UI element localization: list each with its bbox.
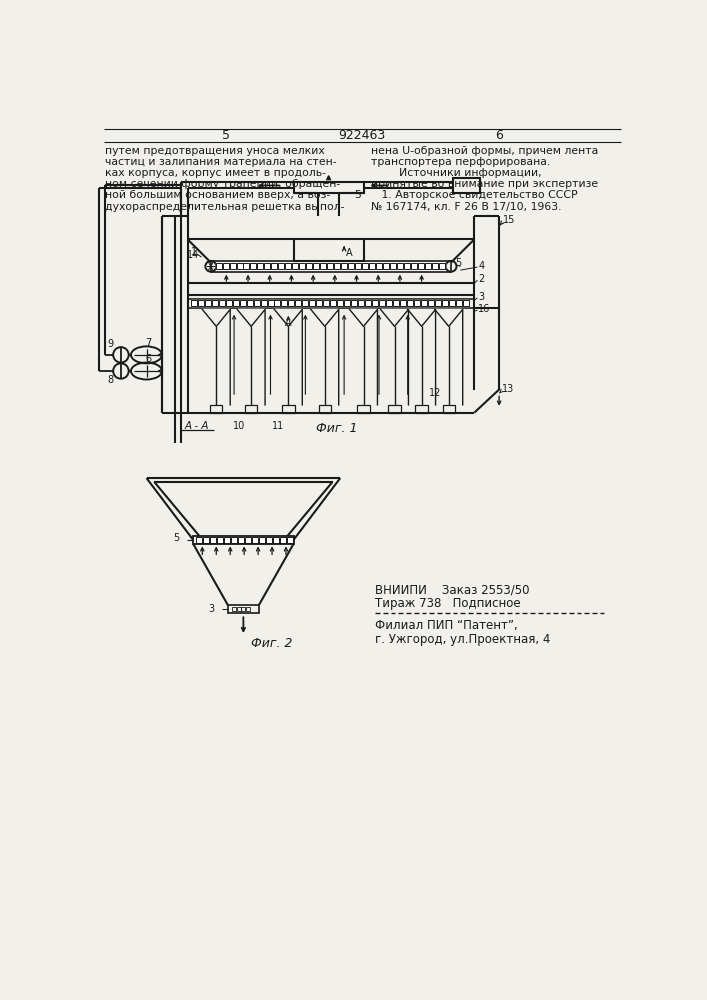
Text: Филиал ПИП “Патент”,: Филиал ПИП “Патент”, [375,619,518,632]
Text: 16: 16 [478,304,491,314]
Polygon shape [274,309,303,326]
Polygon shape [237,309,265,326]
Text: 5: 5 [221,129,230,142]
Text: Фиг. 2: Фиг. 2 [251,637,293,650]
Bar [293,239,363,261]
Polygon shape [435,309,462,326]
Text: 15: 15 [503,215,515,225]
Text: 6: 6 [495,129,503,142]
Text: 3: 3 [209,604,215,614]
Bar [211,261,451,272]
Bar [193,536,293,544]
Text: транспортера перфорирована.: транспортера перфорирована. [371,157,551,167]
Text: путем предотвращения уноса мелких: путем предотвращения уноса мелких [105,146,325,156]
Text: г. Ужгород, ул.Проектная, 4: г. Ужгород, ул.Проектная, 4 [375,633,551,646]
Bar [210,405,223,413]
Bar [293,182,363,193]
Bar [245,405,257,413]
Text: 2: 2 [478,274,484,284]
Text: А - А: А - А [185,421,209,431]
Text: 9: 9 [107,339,113,349]
Text: 5: 5 [173,533,179,543]
Bar [282,405,295,413]
Text: нена U-образной формы, причем лента: нена U-образной формы, причем лента [371,146,599,156]
Bar [319,405,331,413]
Text: ном сечении форму трапеции, обращен-: ном сечении форму трапеции, обращен- [105,179,341,189]
Text: 8: 8 [107,375,113,385]
Text: 3: 3 [478,292,484,302]
Text: духораспределительная решетка выпол-: духораспределительная решетка выпол- [105,202,345,212]
Text: 12: 12 [429,388,442,398]
Text: № 167174, кл. F 26 В 17/10, 1963.: № 167174, кл. F 26 В 17/10, 1963. [371,202,562,212]
Bar [452,178,480,193]
Text: 14: 14 [187,250,199,260]
Text: 922463: 922463 [339,129,385,142]
Text: 11: 11 [272,421,284,431]
Text: Тираж 738   Подписное: Тираж 738 Подписное [375,597,521,610]
Text: ной большим основанием вверх, а воз-: ной большим основанием вверх, а воз- [105,190,331,200]
Text: Источники информации,: Источники информации, [371,168,542,178]
Text: 13: 13 [502,384,515,394]
Text: 4: 4 [478,261,484,271]
Bar [443,405,455,413]
Text: 1. Авторское свидетельство СССР: 1. Авторское свидетельство СССР [371,190,578,200]
Polygon shape [202,309,230,326]
Text: ВНИИПИ    Заказ 2553/50: ВНИИПИ Заказ 2553/50 [375,583,530,596]
Bar [187,299,474,308]
Text: 10: 10 [233,421,245,431]
Text: A: A [285,318,292,328]
Text: 5: 5 [455,258,461,268]
Bar [357,405,370,413]
Text: Фиг. 1: Фиг. 1 [315,422,357,434]
Text: 6: 6 [145,354,151,364]
Polygon shape [349,309,378,326]
Polygon shape [408,309,436,326]
Bar [228,605,259,613]
Text: ках корпуса, корпус имеет в продоль-: ках корпуса, корпус имеет в продоль- [105,168,327,178]
Text: принятые во внимание при экспертизе: принятые во внимание при экспертизе [371,179,598,189]
Text: 7: 7 [145,338,151,348]
Polygon shape [380,309,409,326]
Bar [416,405,428,413]
Polygon shape [311,309,339,326]
Text: 1: 1 [192,247,197,257]
Text: частиц и залипания материала на стен-: частиц и залипания материала на стен- [105,157,337,167]
Text: 5: 5 [355,190,361,200]
Text: A: A [346,248,352,258]
Bar [388,405,401,413]
